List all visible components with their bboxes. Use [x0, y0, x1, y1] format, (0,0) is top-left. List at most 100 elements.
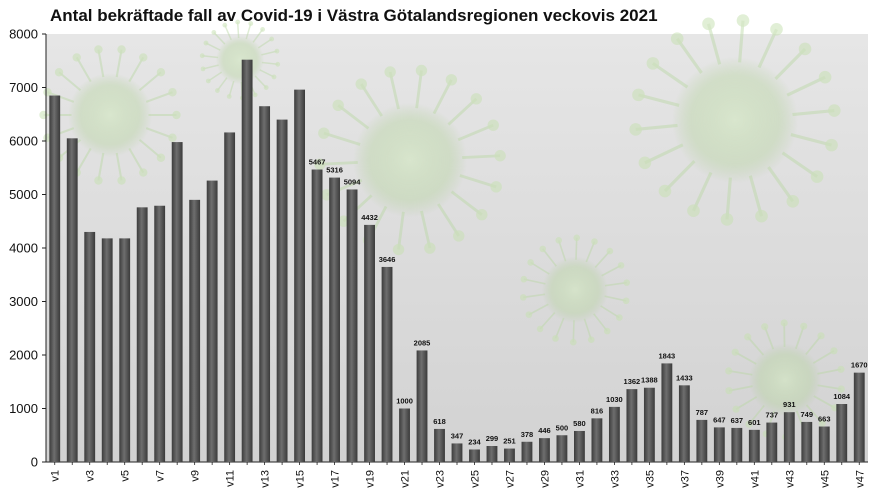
data-label: 2085 — [414, 338, 431, 347]
data-label: 580 — [573, 419, 586, 428]
bar — [731, 427, 743, 462]
bar — [836, 404, 848, 462]
bars — [49, 59, 865, 463]
data-label: 1362 — [624, 377, 641, 386]
bar — [294, 89, 306, 462]
y-tick-label: 6000 — [9, 134, 38, 149]
bar — [801, 421, 813, 462]
bar — [154, 205, 166, 463]
data-label: 4432 — [361, 213, 378, 222]
bar — [276, 119, 288, 462]
bar — [696, 419, 708, 462]
data-label: 1084 — [833, 392, 851, 401]
data-label: 1433 — [676, 373, 693, 382]
bar — [329, 177, 340, 462]
bar — [224, 132, 236, 462]
y-tick-label: 7000 — [9, 80, 38, 95]
x-tick-label: v13 — [260, 470, 272, 488]
data-label: 446 — [538, 426, 551, 435]
data-label: 1000 — [396, 397, 413, 406]
bar — [434, 428, 445, 462]
x-tick-label: v41 — [749, 470, 761, 488]
data-label: 234 — [468, 437, 481, 446]
bar — [241, 59, 253, 463]
bar — [381, 266, 393, 462]
y-tick-label: 0 — [31, 455, 38, 470]
y-tick-label: 2000 — [9, 348, 38, 363]
data-label: 1843 — [659, 351, 676, 360]
x-tick-label: v23 — [435, 470, 447, 488]
data-label: 1030 — [606, 395, 623, 404]
bar — [469, 449, 480, 462]
bar — [84, 231, 96, 462]
bar — [539, 438, 550, 462]
data-label: 1670 — [851, 361, 868, 370]
bar — [189, 199, 201, 462]
bar — [171, 142, 183, 462]
data-label: 347 — [451, 431, 464, 440]
bar — [626, 389, 638, 462]
x-tick-label: v21 — [400, 470, 412, 488]
bar — [346, 189, 358, 462]
data-label: 816 — [591, 406, 604, 415]
bar — [783, 412, 795, 462]
x-tick-label: v27 — [504, 470, 516, 488]
x-tick-label: v15 — [295, 470, 307, 488]
bar — [66, 138, 78, 462]
data-label: 299 — [486, 434, 499, 443]
bar — [521, 441, 533, 462]
y-tick-label: 4000 — [9, 241, 38, 256]
bar — [399, 408, 410, 462]
data-label: 5094 — [344, 177, 362, 186]
bar — [311, 169, 323, 462]
x-tick-label: v39 — [714, 470, 726, 488]
bar — [853, 372, 865, 462]
bar — [574, 430, 585, 462]
data-label: 5316 — [326, 166, 343, 175]
bar — [713, 427, 725, 462]
x-tick-label: v5 — [120, 470, 132, 482]
y-tick-label: 8000 — [9, 27, 38, 42]
data-label: 618 — [433, 417, 446, 426]
data-label: 601 — [748, 418, 761, 427]
bar — [364, 224, 375, 462]
data-label: 1388 — [641, 376, 658, 385]
data-label: 500 — [556, 423, 569, 432]
bar — [591, 418, 603, 462]
x-tick-label: v3 — [85, 470, 97, 482]
x-tick-label: v35 — [644, 470, 656, 488]
x-tick-label: v17 — [330, 470, 342, 488]
x-tick-label: v29 — [539, 470, 551, 488]
chart-title: Antal bekräftade fall av Covid-19 i Väst… — [50, 6, 658, 25]
x-tick-label: v33 — [609, 470, 621, 488]
x-tick-label: v45 — [819, 470, 831, 488]
data-label: 663 — [818, 415, 831, 424]
x-tick-label: v31 — [574, 470, 586, 488]
x-tick-label: v19 — [365, 470, 377, 488]
data-label: 3646 — [379, 255, 396, 264]
data-label: 749 — [801, 410, 814, 419]
x-tick-label: v7 — [155, 470, 167, 482]
x-tick-label: v47 — [854, 470, 866, 488]
bar — [608, 406, 620, 462]
bar — [259, 106, 271, 462]
bar — [119, 238, 131, 462]
bar — [136, 207, 148, 462]
x-tick-label: v9 — [190, 470, 202, 482]
bar — [504, 448, 515, 462]
y-tick-label: 3000 — [9, 294, 38, 309]
data-label: 787 — [696, 408, 709, 417]
virus-shape — [629, 14, 841, 226]
bar — [556, 435, 568, 462]
bar — [486, 446, 498, 462]
data-label: 637 — [731, 416, 744, 425]
virus-shape — [519, 234, 631, 346]
data-label: 251 — [503, 437, 516, 446]
x-tick-label: v37 — [679, 470, 691, 488]
data-label: 647 — [713, 415, 726, 424]
bar — [661, 363, 673, 462]
bar — [49, 95, 61, 462]
